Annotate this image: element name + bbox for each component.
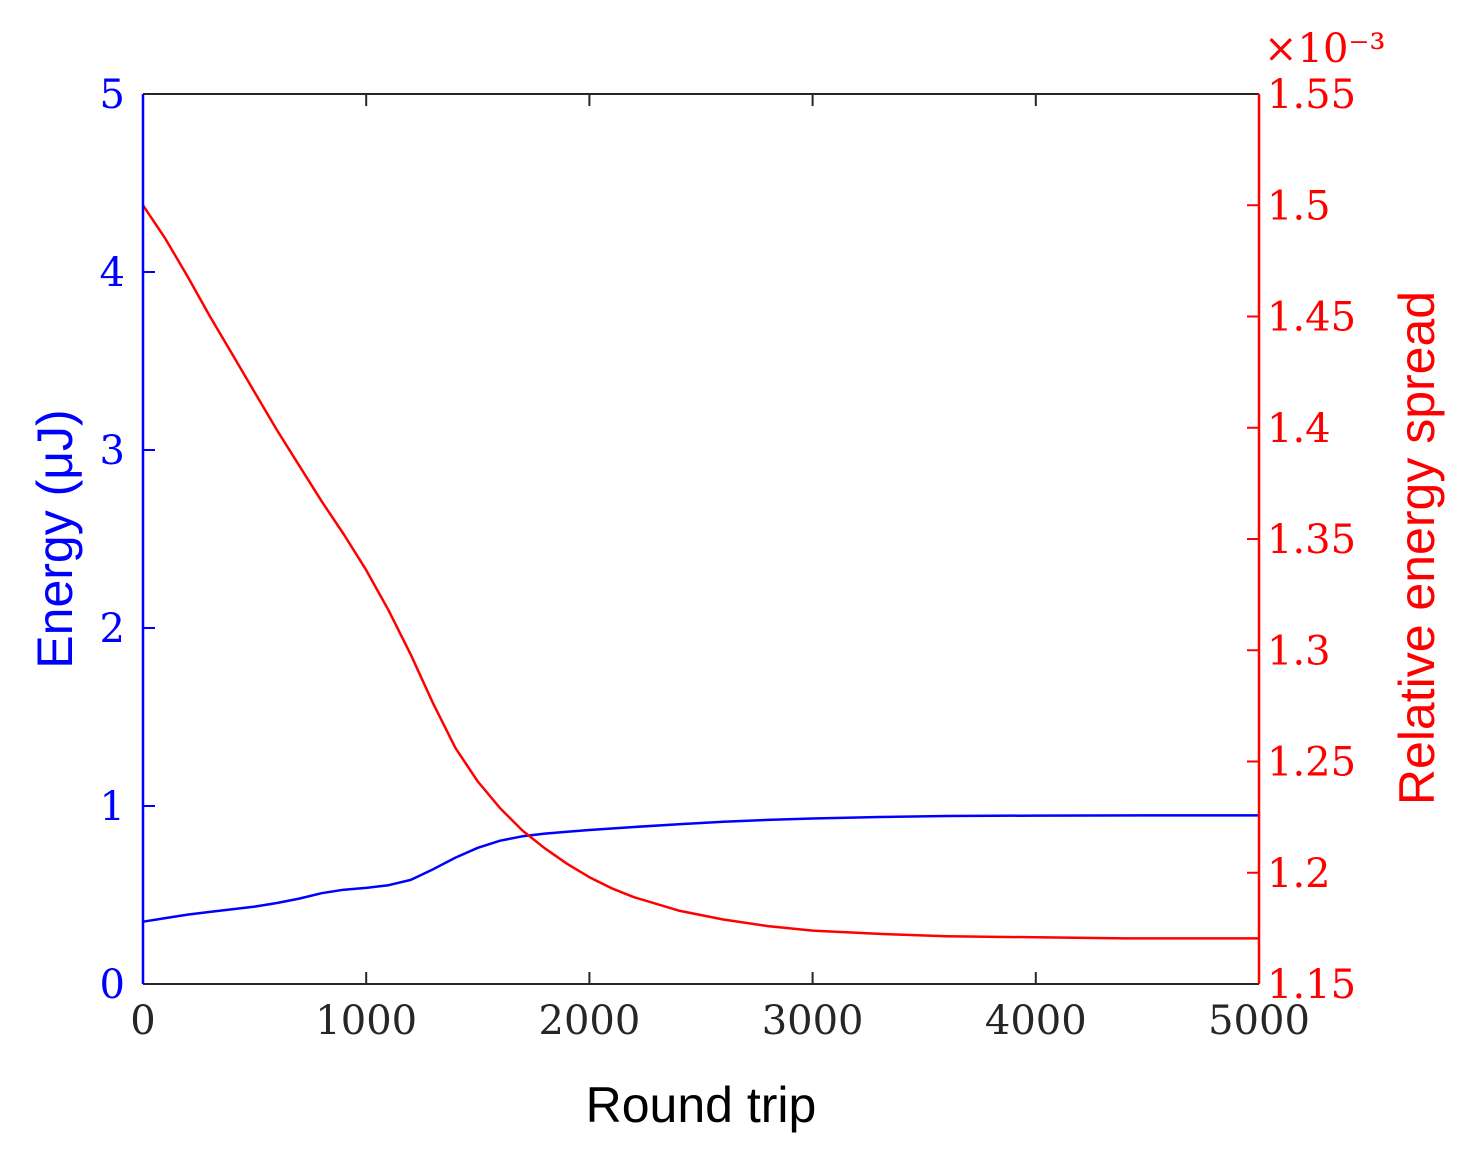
left-y-tick-label: 2 (100, 606, 125, 652)
left-y-tick-label: 5 (100, 72, 125, 118)
right-y-tick-label: 1.3 (1267, 628, 1331, 674)
right-axis-multiplier: ×10⁻³ (1264, 26, 1386, 72)
plot-background (143, 94, 1259, 984)
left-y-tick-label: 4 (100, 250, 125, 296)
energy-series-line (141, 814, 1261, 923)
right-y-tick-label: 1.45 (1267, 295, 1356, 341)
x-axis-label: Round trip (586, 1077, 817, 1133)
left-y-axis-ticks: 0 1 2 3 4 5 (100, 72, 155, 1008)
x-tick-label: 3000 (762, 998, 864, 1044)
right-y-tick-label: 1.5 (1267, 183, 1331, 229)
x-tick-label: 1000 (315, 998, 417, 1044)
x-tick-label: 2000 (539, 998, 641, 1044)
left-y-axis-label: Energy (μJ) (27, 409, 83, 668)
relative-energy-spread-series-line (141, 204, 1261, 940)
x-tick-label: 4000 (985, 998, 1087, 1044)
x-axis-ticks: 0 1000 2000 3000 4000 5000 (130, 94, 1310, 1044)
right-y-tick-label: 1.25 (1267, 740, 1356, 786)
series-layer (141, 204, 1261, 940)
left-y-tick-label: 0 (100, 962, 125, 1008)
right-y-tick-label: 1.15 (1267, 962, 1356, 1008)
right-y-axis-ticks: 1.15 1.2 1.25 1.3 1.35 1.4 1.45 1.5 1.55 (1247, 72, 1356, 1008)
x-tick-label: 5000 (1208, 998, 1310, 1044)
right-y-tick-label: 1.35 (1267, 517, 1356, 563)
right-y-tick-label: 1.2 (1267, 851, 1331, 897)
x-tick-label: 0 (130, 998, 155, 1044)
left-y-tick-label: 3 (100, 428, 125, 474)
right-y-tick-label: 1.4 (1267, 406, 1331, 452)
right-y-tick-label: 1.55 (1267, 72, 1356, 118)
right-y-axis-label: Relative energy spread (1389, 291, 1445, 805)
left-y-tick-label: 1 (100, 784, 125, 830)
